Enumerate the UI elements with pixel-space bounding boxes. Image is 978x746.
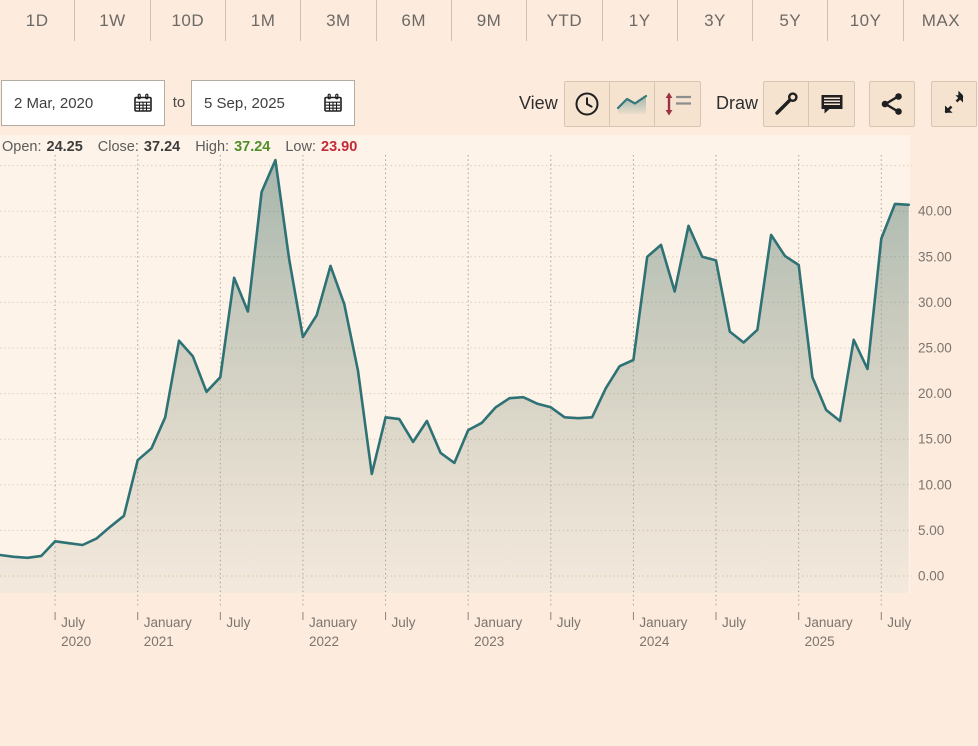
svg-text:2024: 2024: [639, 634, 670, 649]
trendline-tool-button[interactable]: [764, 82, 809, 126]
svg-text:January: January: [639, 615, 687, 630]
tab-1d[interactable]: 1D: [0, 0, 76, 41]
svg-text:2025: 2025: [805, 634, 835, 649]
svg-text:30.00: 30.00: [918, 295, 952, 310]
intraday-view-button[interactable]: [565, 82, 610, 126]
svg-text:10.00: 10.00: [918, 477, 952, 492]
draw-label: Draw: [716, 93, 759, 113]
svg-text:July: July: [226, 615, 250, 630]
svg-text:July: July: [392, 615, 416, 630]
y-axis-labels: 0.00 5.00 10.00 15.00 20.00 25.00 30.00 35.00 40…: [918, 204, 952, 584]
svg-text:5.00: 5.00: [918, 523, 944, 538]
comment-icon: [818, 90, 846, 118]
share-icon: [879, 91, 905, 117]
high-value: 37.24: [234, 139, 271, 155]
low-label: Low:: [285, 139, 316, 155]
draw-button-group: [763, 81, 855, 127]
svg-text:January: January: [474, 615, 522, 630]
clock-icon: [573, 90, 601, 118]
tab-1w[interactable]: 1W: [75, 0, 151, 41]
line-chart-icon: [615, 91, 649, 117]
svg-text:July: July: [887, 615, 911, 630]
svg-text:July: July: [722, 615, 746, 630]
tab-max[interactable]: MAX: [921, 10, 961, 30]
x-axis-labels: July 2020 January 2021 July January 2022 July Ja…: [61, 615, 911, 649]
trendline-icon: [772, 90, 800, 118]
svg-text:2021: 2021: [144, 634, 174, 649]
expand-icon: [941, 91, 967, 117]
open-label: Open:: [2, 139, 42, 155]
date-from-input[interactable]: 2 Mar, 2020: [1, 80, 165, 126]
calendar-icon[interactable]: [323, 93, 343, 113]
calendar-icon[interactable]: [133, 93, 153, 113]
open-value: 24.25: [46, 139, 83, 155]
svg-text:20.00: 20.00: [918, 386, 952, 401]
close-value: 37.24: [143, 139, 181, 155]
hilo-view-button[interactable]: [655, 82, 700, 126]
price-chart[interactable]: July 2020 January 2021 July January 2022 July Ja…: [0, 133, 978, 678]
high-label: High:: [195, 139, 230, 155]
tab-1y[interactable]: 1Y: [603, 0, 678, 41]
svg-text:July: July: [61, 615, 85, 630]
date-to-input[interactable]: 5 Sep, 2025: [191, 80, 355, 126]
range-tab-bar: 1D 1W 10D 1M 3M 6M 9M YTD 1Y 3Y 5Y 10Y MAX: [0, 0, 978, 41]
date-from-value: 2 Mar, 2020: [14, 94, 94, 112]
svg-text:January: January: [805, 615, 853, 630]
tab-10y[interactable]: 10Y: [828, 0, 904, 41]
annotation-tool-button[interactable]: [809, 82, 854, 126]
grid-vertical: [54, 155, 882, 620]
svg-text:40.00: 40.00: [918, 204, 952, 219]
tab-9m[interactable]: 9M: [452, 0, 528, 41]
tab-5y[interactable]: 5Y: [753, 0, 829, 41]
svg-text:July: July: [557, 615, 581, 630]
low-value: 23.90: [321, 139, 358, 155]
svg-text:2023: 2023: [474, 634, 504, 649]
close-label: Close:: [97, 139, 139, 155]
tab-10d[interactable]: 10D: [151, 0, 226, 41]
svg-text:2020: 2020: [61, 634, 91, 649]
svg-text:0.00: 0.00: [918, 569, 944, 584]
ohlc-readout: Open: 24.25 Close: 37.24 High: 37.24 Low: 23…: [2, 139, 357, 155]
view-button-group: [564, 81, 701, 127]
tab-1m[interactable]: 1M: [226, 0, 302, 41]
share-button[interactable]: [869, 81, 915, 127]
svg-text:January: January: [144, 615, 192, 630]
svg-text:2022: 2022: [309, 634, 339, 649]
view-label: View: [519, 93, 558, 113]
svg-text:35.00: 35.00: [918, 249, 952, 264]
svg-text:January: January: [309, 615, 357, 630]
fullscreen-button[interactable]: [931, 81, 977, 127]
date-to-value: 5 Sep, 2025: [204, 94, 285, 112]
date-range-to-label: to: [172, 94, 186, 111]
tab-3m[interactable]: 3M: [301, 0, 377, 41]
price-line: [0, 158, 911, 560]
svg-text:25.00: 25.00: [918, 341, 952, 356]
tab-6m[interactable]: 6M: [377, 0, 452, 41]
tab-ytd[interactable]: YTD: [527, 0, 603, 41]
tab-3y[interactable]: 3Y: [678, 0, 754, 41]
svg-text:15.00: 15.00: [918, 432, 952, 447]
high-low-icon: [662, 90, 694, 118]
price-area-fill: [0, 160, 909, 593]
line-chart-view-button[interactable]: [610, 82, 655, 126]
